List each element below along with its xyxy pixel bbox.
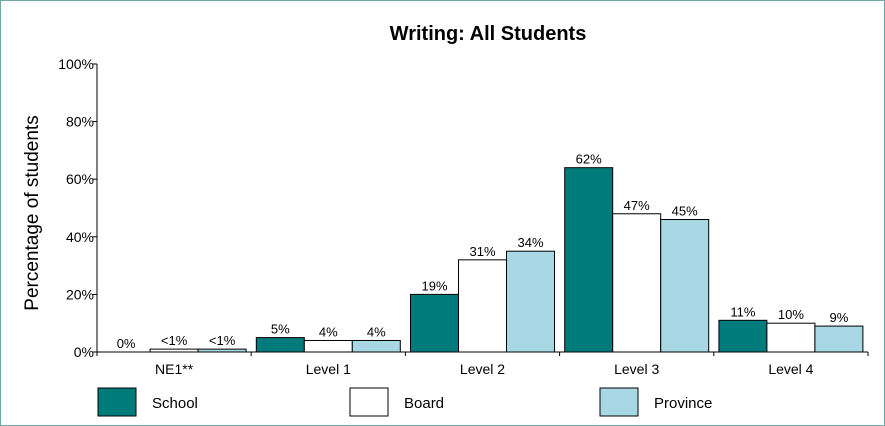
y-tick-label: 40% bbox=[66, 229, 94, 245]
data-label: 45% bbox=[672, 204, 698, 219]
bar bbox=[255, 337, 305, 353]
data-label: 31% bbox=[469, 244, 495, 259]
data-label: 47% bbox=[624, 198, 650, 213]
x-category-label: NE1** bbox=[155, 361, 194, 377]
y-tick-label: 60% bbox=[66, 171, 94, 187]
bar bbox=[814, 325, 864, 353]
bar bbox=[410, 293, 459, 353]
data-label: <1% bbox=[209, 333, 236, 348]
x-category-label: Level 1 bbox=[306, 361, 351, 377]
data-label: 4% bbox=[319, 324, 338, 339]
legend: School Board Province bbox=[97, 387, 712, 417]
legend-swatch bbox=[349, 387, 389, 417]
bar bbox=[612, 213, 662, 353]
legend-item: School bbox=[97, 387, 198, 417]
x-category-label: Level 4 bbox=[768, 361, 813, 377]
bars: 0% <1% <1% 5% 4% 4% 19% 31% 34% 62% 47% 45% 11% 10% 9% bbox=[117, 152, 864, 353]
chart-title: Writing: All Students bbox=[390, 23, 587, 45]
y-tick-label: 100% bbox=[58, 56, 94, 72]
data-label: 62% bbox=[576, 152, 602, 167]
legend-label: Province bbox=[654, 395, 712, 412]
data-label: 34% bbox=[517, 235, 543, 250]
legend-swatch bbox=[97, 387, 137, 417]
x-category-label: Level 3 bbox=[614, 361, 659, 377]
data-label: 19% bbox=[421, 278, 447, 293]
x-category-label: Level 2 bbox=[460, 361, 505, 377]
data-label: 11% bbox=[730, 304, 755, 319]
legend-item: Province bbox=[599, 387, 712, 417]
y-tick-label: 80% bbox=[66, 114, 94, 130]
bar bbox=[197, 348, 247, 353]
bar bbox=[458, 259, 507, 353]
bar bbox=[351, 339, 401, 353]
bar bbox=[303, 339, 353, 353]
y-tick-label: 20% bbox=[66, 286, 94, 302]
bar bbox=[149, 348, 199, 353]
data-label: 10% bbox=[778, 307, 804, 322]
legend-swatch bbox=[599, 387, 639, 417]
data-label: 4% bbox=[367, 324, 386, 339]
legend-item: Board bbox=[349, 387, 444, 417]
bar bbox=[506, 250, 555, 353]
bar bbox=[718, 319, 768, 353]
bar bbox=[660, 219, 710, 353]
data-label: 9% bbox=[830, 310, 849, 325]
legend-label: School bbox=[152, 395, 198, 412]
y-axis-label: Percentage of students bbox=[22, 115, 43, 310]
data-label: 5% bbox=[271, 322, 290, 337]
data-label: <1% bbox=[161, 333, 188, 348]
y-tick-label: 0% bbox=[74, 344, 94, 360]
data-label: 0% bbox=[117, 336, 136, 351]
legend-label: Board bbox=[404, 395, 444, 412]
bar bbox=[564, 167, 614, 353]
bar bbox=[766, 322, 816, 353]
